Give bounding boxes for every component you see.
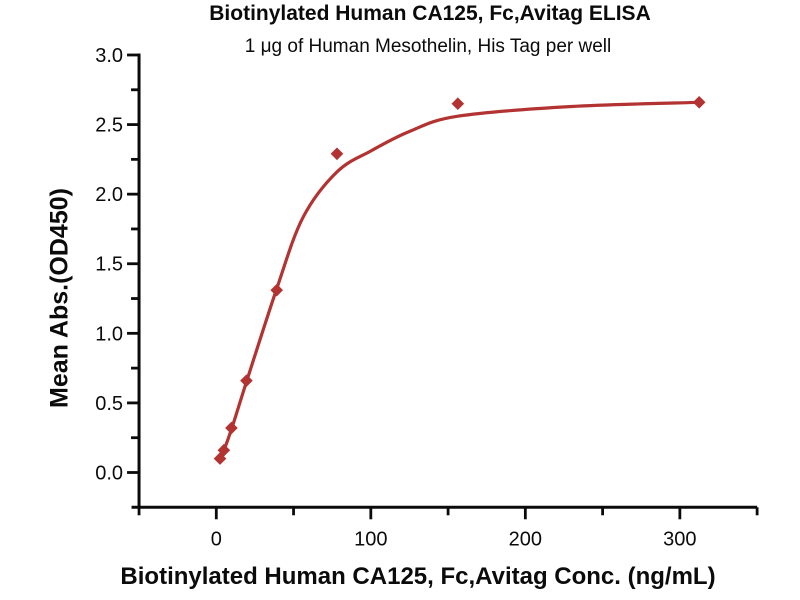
x-axis-title: Biotinylated Human CA125, Fc,Avitag Conc… [120, 563, 716, 590]
y-tick-label: 3.0 [95, 45, 123, 67]
y-tick-label: 1.0 [95, 323, 123, 345]
data-point [225, 421, 238, 435]
data-point [330, 147, 344, 161]
y-tick-label: 2.5 [95, 115, 123, 137]
y-tick-label: 2.0 [95, 184, 123, 206]
x-tick-label: 300 [663, 528, 696, 550]
x-tick-label: 200 [509, 528, 542, 550]
data-point [451, 97, 465, 110]
data-point [692, 96, 706, 109]
chart-title: Biotinylated Human CA125, Fc,Avitag ELIS… [209, 2, 651, 25]
y-tick-label: 0.0 [95, 463, 123, 485]
fit-curve [218, 100, 701, 461]
data-point [217, 443, 231, 457]
y-axis-title: Mean Abs.(OD450) [45, 188, 74, 408]
y-tick-label: 0.5 [95, 393, 123, 415]
data-point [213, 452, 227, 465]
x-tick-label: 0 [211, 528, 222, 550]
chart-subtitle: 1 μg of Human Mesothelin, His Tag per we… [244, 36, 612, 57]
data-point [240, 374, 253, 387]
y-tick-label: 1.5 [95, 254, 123, 276]
x-tick-label: 100 [354, 528, 387, 550]
data-point [270, 283, 284, 297]
